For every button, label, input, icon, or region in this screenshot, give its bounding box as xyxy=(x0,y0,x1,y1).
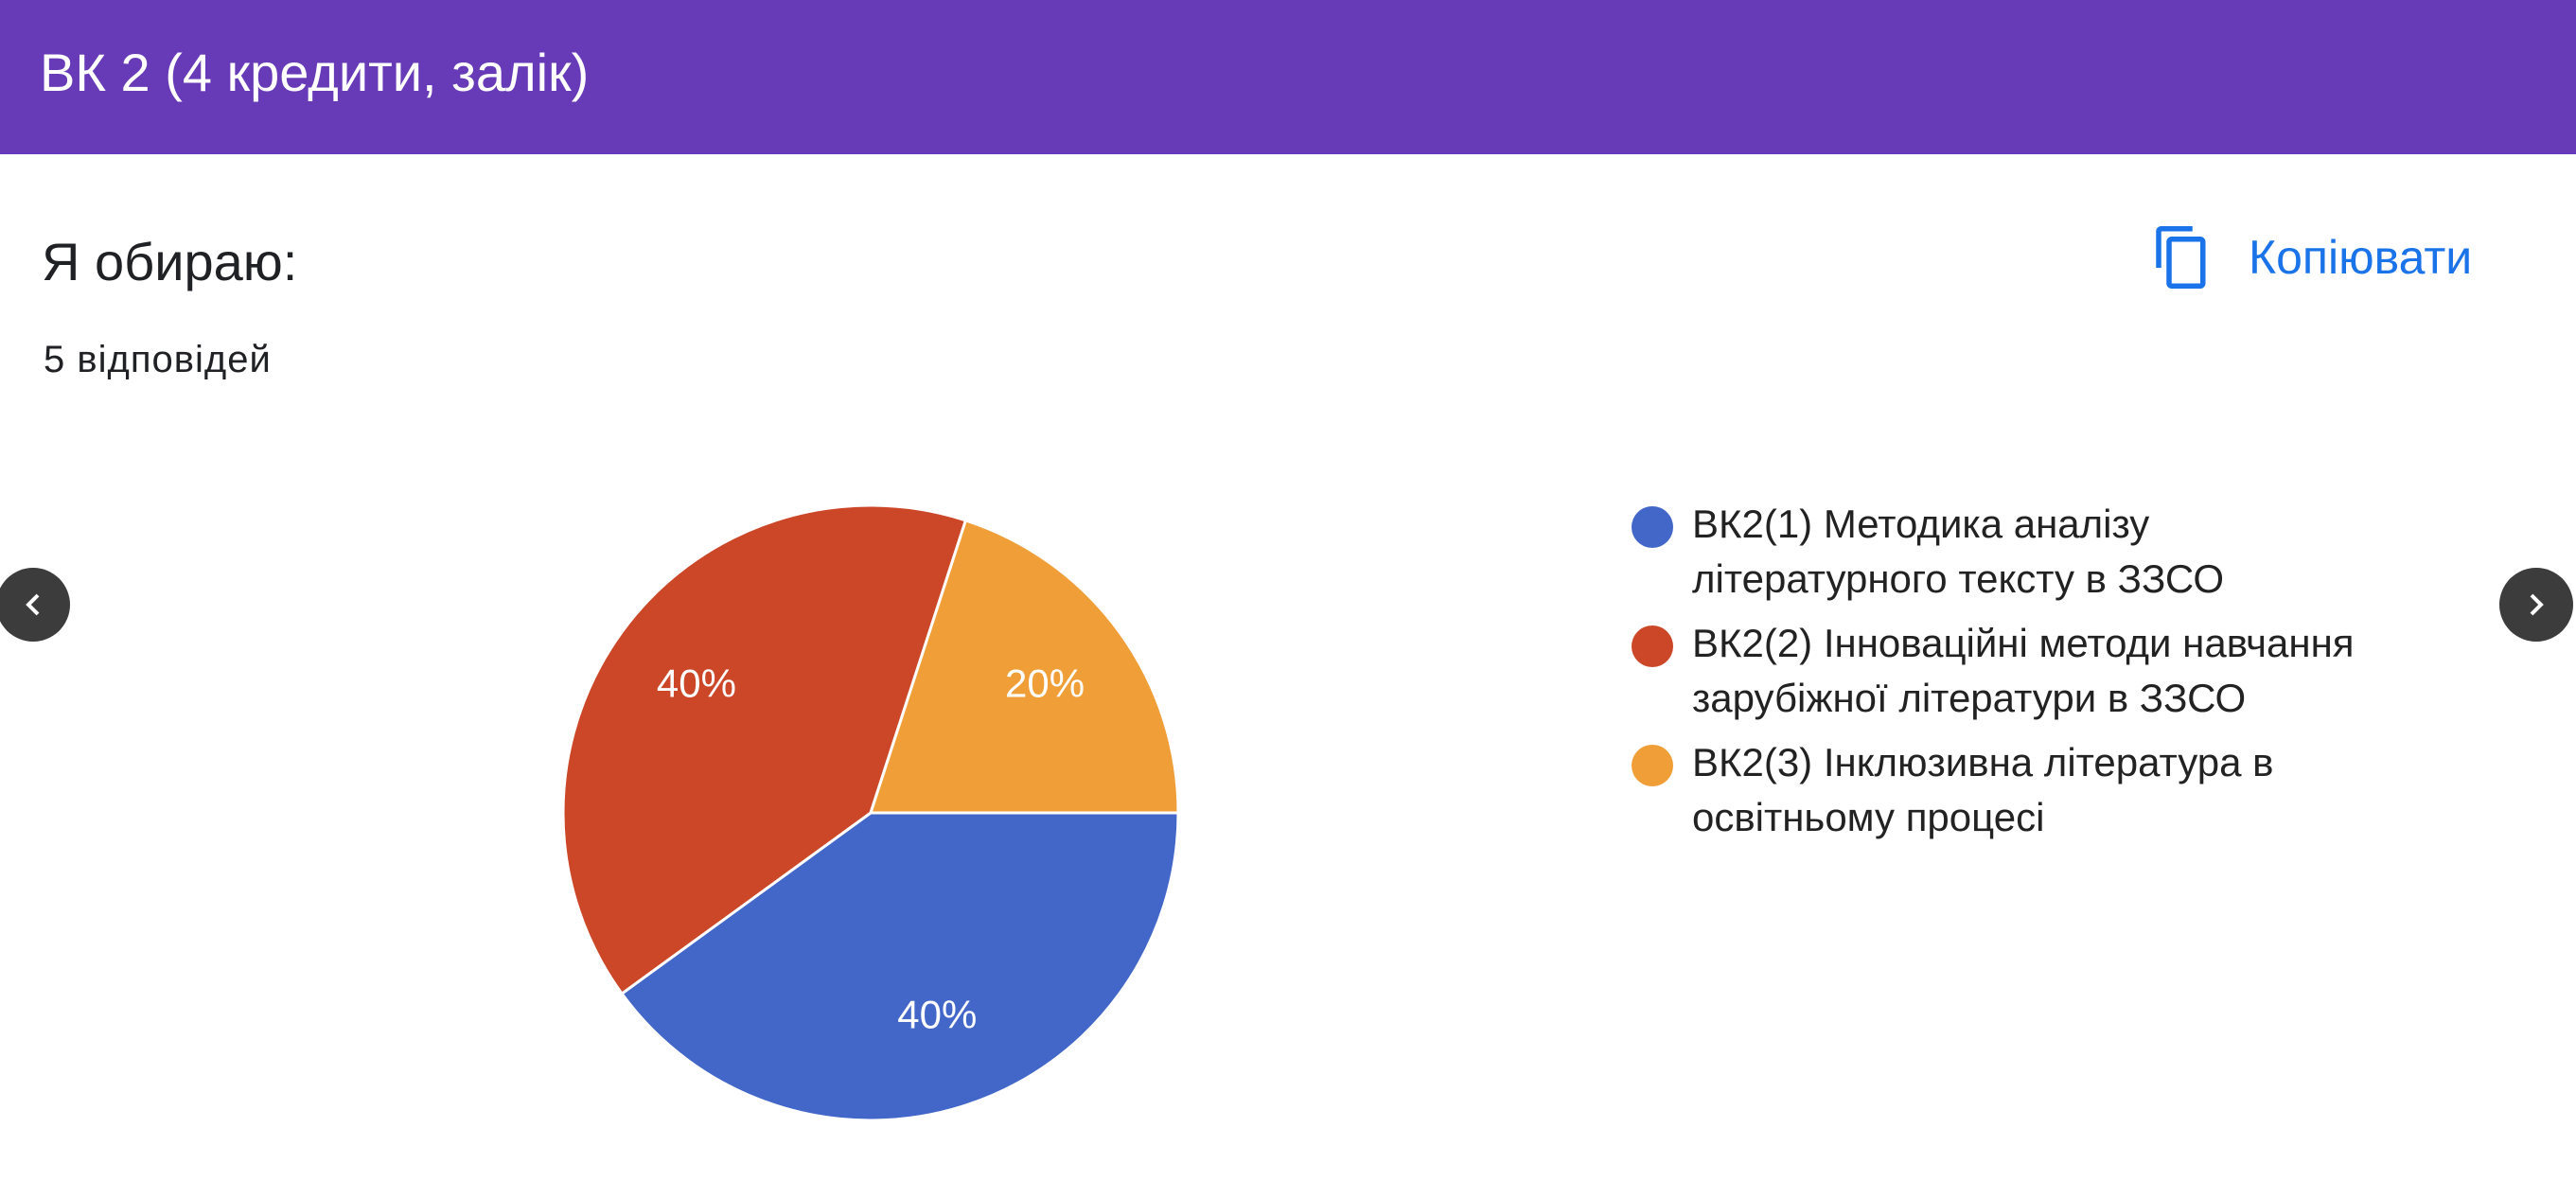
legend: ВК2(1) Методика аналізу літературного те… xyxy=(1628,497,2411,854)
response-count: 5 відповідей xyxy=(44,339,272,380)
legend-entry: ВК2(1) Методика аналізу літературного те… xyxy=(1628,497,2411,607)
next-button[interactable] xyxy=(2499,568,2573,642)
prev-icon xyxy=(26,593,40,616)
legend-marker xyxy=(1632,745,1673,786)
pie-slice xyxy=(619,811,1180,1122)
copy-icon xyxy=(2156,226,2206,289)
legend-label: ВК2(3) Інклюзивна література в освітньом… xyxy=(1692,740,2274,839)
header-title: ВК 2 (4 кредити, залік) xyxy=(40,43,590,102)
slice-label: 40% xyxy=(657,661,736,705)
pie-chart: 40% 40% 20% xyxy=(561,503,1180,1122)
legend-marker xyxy=(1632,625,1673,667)
slice-label: 20% xyxy=(1005,661,1085,705)
slice-label: 40% xyxy=(897,992,977,1036)
header: ВК 2 (4 кредити, залік) xyxy=(0,0,2576,154)
legend-entry: ВК2(3) Інклюзивна література в освітньом… xyxy=(1628,735,2411,845)
pie-slice xyxy=(868,519,1180,815)
next-icon xyxy=(2530,593,2544,616)
copy-button[interactable]: Копіювати xyxy=(2148,220,2472,295)
legend-entry: ВК2(2) Інноваційні методи навчання заруб… xyxy=(1628,616,2411,726)
legend-label: ВК2(1) Методика аналізу літературного те… xyxy=(1692,502,2224,601)
prev-button[interactable] xyxy=(0,568,70,642)
pie-slice xyxy=(561,503,968,996)
legend-marker xyxy=(1632,506,1673,548)
copy-label: Копіювати xyxy=(2249,231,2473,284)
legend-label: ВК2(2) Інноваційні методи навчання заруб… xyxy=(1692,621,2355,720)
question-title: Я обираю: xyxy=(42,232,298,291)
